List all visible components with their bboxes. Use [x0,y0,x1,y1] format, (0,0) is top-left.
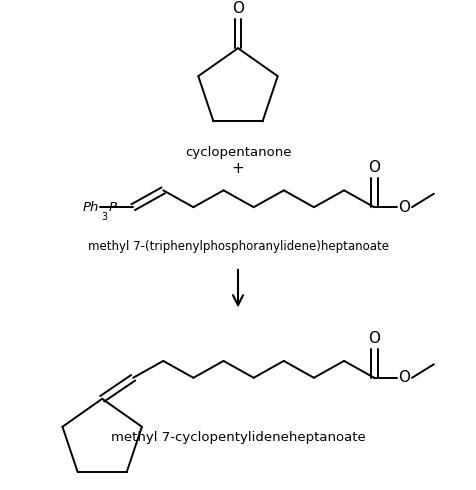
Text: 3: 3 [101,212,107,222]
Text: O: O [231,1,244,16]
Text: cyclopentanone: cyclopentanone [184,147,291,159]
Text: +: + [231,161,244,176]
Text: Ph: Ph [83,201,99,214]
Text: O: O [397,370,409,385]
Text: O: O [397,200,409,215]
Text: O: O [367,331,379,346]
Text: P: P [108,201,116,214]
Text: methyl 7-cyclopentylideneheptanoate: methyl 7-cyclopentylideneheptanoate [110,431,365,444]
Text: methyl 7-(triphenylphosphoranylidene)heptanoate: methyl 7-(triphenylphosphoranylidene)hep… [87,240,387,253]
Text: O: O [367,160,379,175]
